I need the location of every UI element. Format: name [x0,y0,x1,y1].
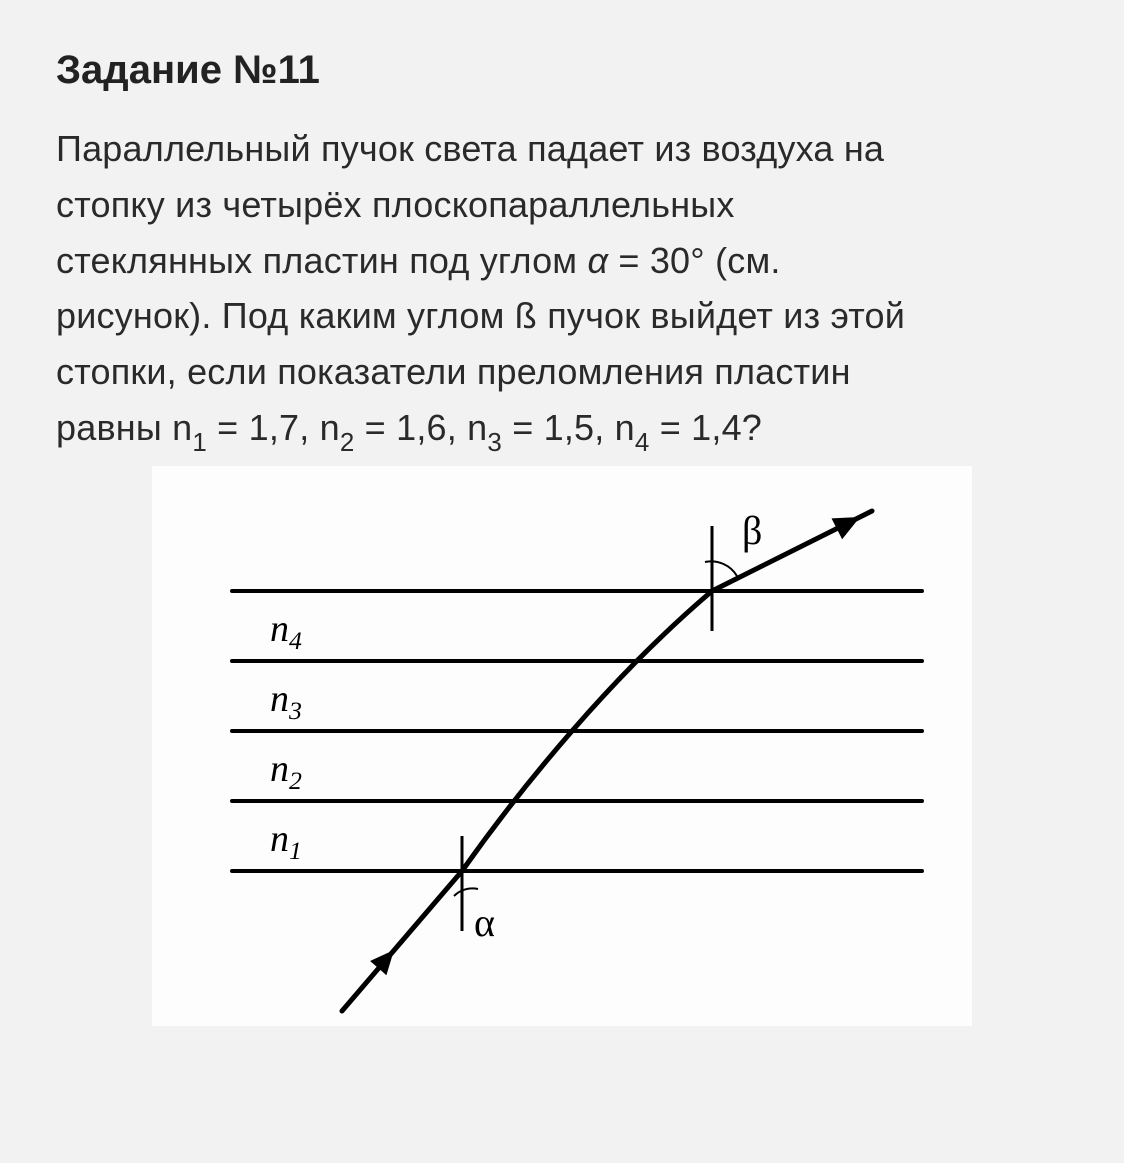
problem-line: равны n [56,407,192,448]
subscript: 3 [487,429,502,457]
problem-line: = 1,4? [650,407,763,448]
subscript: 1 [192,429,207,457]
beta-symbol: ß [515,295,537,336]
problem-line: стеклянных пластин под углом [56,240,587,281]
problem-line: Параллельный пучок света падает из возду… [56,128,884,169]
svg-text:α: α [474,900,495,945]
task-title: Задание №11 [56,48,1068,93]
problem-line: = 1,5, n [502,407,635,448]
alpha-symbol: α [587,240,608,281]
problem-line: рисунок). Под каким углом [56,295,515,336]
subscript: 4 [635,429,650,457]
diagram-svg: n4n3n2n1αβ [152,466,972,1026]
problem-line: = 1,6, n [354,407,487,448]
problem-line: стопки, если показатели преломления плас… [56,351,851,392]
svg-text:β: β [742,508,762,553]
problem-line: стопку из четырёх плоскопараллельных [56,184,735,225]
problem-line: = 1,7, n [207,407,340,448]
problem-line: пучок выйдет из этой [537,295,905,336]
refraction-diagram: n4n3n2n1αβ [152,466,972,1026]
problem-statement: Параллельный пучок света падает из возду… [56,121,1068,460]
problem-line: = 30° (см. [608,240,780,281]
subscript: 2 [340,429,355,457]
